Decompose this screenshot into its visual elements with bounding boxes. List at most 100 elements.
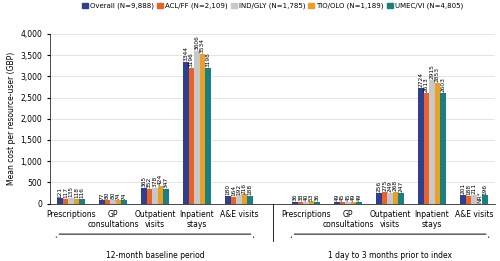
Bar — [116, 200, 121, 204]
Bar — [79, 199, 84, 204]
Bar — [376, 193, 382, 204]
Text: 1 day to 3 months prior to index: 1 day to 3 months prior to index — [328, 251, 452, 260]
Text: 3606: 3606 — [194, 35, 200, 50]
Text: 74: 74 — [116, 192, 121, 200]
Bar — [292, 202, 298, 204]
Bar — [382, 192, 388, 204]
Bar — [100, 200, 105, 204]
Text: 365: 365 — [142, 176, 146, 187]
Text: 49: 49 — [356, 193, 362, 201]
Bar — [393, 192, 398, 204]
Text: 201: 201 — [460, 183, 466, 194]
Bar — [435, 82, 440, 204]
Bar — [230, 197, 236, 204]
Bar — [188, 68, 194, 204]
Bar — [430, 80, 435, 204]
Bar — [63, 199, 68, 204]
Text: 378: 378 — [152, 176, 158, 187]
Text: 3196: 3196 — [189, 52, 194, 67]
Bar — [482, 195, 488, 204]
Text: 211: 211 — [472, 183, 476, 194]
Text: 80: 80 — [110, 192, 116, 199]
Text: 38: 38 — [298, 194, 303, 201]
Text: 424: 424 — [158, 174, 163, 185]
Bar — [68, 198, 73, 204]
Text: NR*: NR* — [477, 191, 482, 203]
Bar — [205, 68, 210, 204]
Text: 188: 188 — [248, 184, 252, 195]
Text: 116: 116 — [80, 187, 84, 198]
Text: 118: 118 — [74, 187, 79, 198]
Bar — [424, 93, 430, 204]
Text: 352: 352 — [147, 177, 152, 188]
Text: 216: 216 — [242, 183, 247, 194]
Text: 80: 80 — [105, 192, 110, 199]
Text: 347: 347 — [164, 177, 168, 188]
Bar — [351, 201, 356, 204]
Text: 188: 188 — [466, 184, 471, 195]
Bar — [466, 195, 471, 204]
Bar — [194, 51, 200, 204]
Bar — [142, 188, 147, 204]
Text: 275: 275 — [382, 180, 387, 191]
Text: 268: 268 — [393, 180, 398, 192]
Text: 180: 180 — [226, 184, 230, 195]
Bar — [236, 195, 242, 204]
Bar — [200, 54, 205, 204]
Text: 77: 77 — [100, 192, 104, 200]
Text: 196: 196 — [482, 183, 488, 194]
Bar — [388, 193, 393, 204]
Legend: Overall (N=9,888), ACL/FF (N=2,109), IND/GLY (N=1,785), TIO/OLO (N=1,189), UMEC/: Overall (N=9,888), ACL/FF (N=2,109), IND… — [79, 0, 466, 12]
Bar — [304, 202, 309, 204]
Text: 3534: 3534 — [200, 38, 205, 53]
Bar — [152, 188, 158, 204]
Text: 2853: 2853 — [435, 67, 440, 82]
Text: 247: 247 — [398, 181, 404, 192]
Bar — [314, 202, 320, 204]
Bar — [158, 186, 163, 204]
Bar — [242, 194, 247, 204]
Text: 49: 49 — [351, 193, 356, 201]
Bar — [74, 199, 79, 204]
Text: 2603: 2603 — [440, 78, 446, 92]
Text: 249: 249 — [388, 181, 392, 192]
Bar — [184, 62, 188, 204]
Text: 36: 36 — [292, 194, 298, 201]
Bar — [163, 189, 168, 204]
Bar — [226, 196, 230, 204]
Text: 45: 45 — [340, 193, 345, 201]
Text: 256: 256 — [376, 181, 382, 192]
Text: 164: 164 — [231, 185, 236, 196]
Text: 3344: 3344 — [184, 46, 188, 61]
Text: 192: 192 — [236, 183, 242, 195]
Bar — [460, 195, 466, 204]
Bar — [440, 93, 446, 204]
Text: 45: 45 — [346, 193, 350, 201]
Bar — [110, 200, 116, 204]
Text: 40: 40 — [304, 194, 308, 201]
Text: 2613: 2613 — [424, 77, 429, 92]
Bar — [334, 201, 340, 204]
Text: 12-month baseline period: 12-month baseline period — [106, 251, 204, 260]
Bar — [58, 198, 63, 204]
Text: 121: 121 — [58, 187, 62, 198]
Text: 117: 117 — [63, 187, 68, 198]
Text: 36: 36 — [314, 194, 320, 201]
Y-axis label: Mean cost per resource-user (GBP): Mean cost per resource-user (GBP) — [8, 52, 16, 185]
Bar — [147, 189, 152, 204]
Bar — [398, 193, 404, 204]
Bar — [247, 195, 252, 204]
Bar — [121, 200, 126, 204]
Bar — [298, 202, 304, 204]
Text: 2724: 2724 — [418, 72, 424, 87]
Bar — [105, 200, 110, 204]
Text: 2915: 2915 — [430, 64, 434, 79]
Bar — [340, 202, 345, 204]
Bar — [356, 201, 362, 204]
Text: 53: 53 — [309, 193, 314, 200]
Bar — [346, 202, 351, 204]
Bar — [418, 88, 424, 204]
Bar — [472, 195, 476, 204]
Text: 49: 49 — [334, 193, 340, 201]
Bar — [309, 201, 314, 204]
